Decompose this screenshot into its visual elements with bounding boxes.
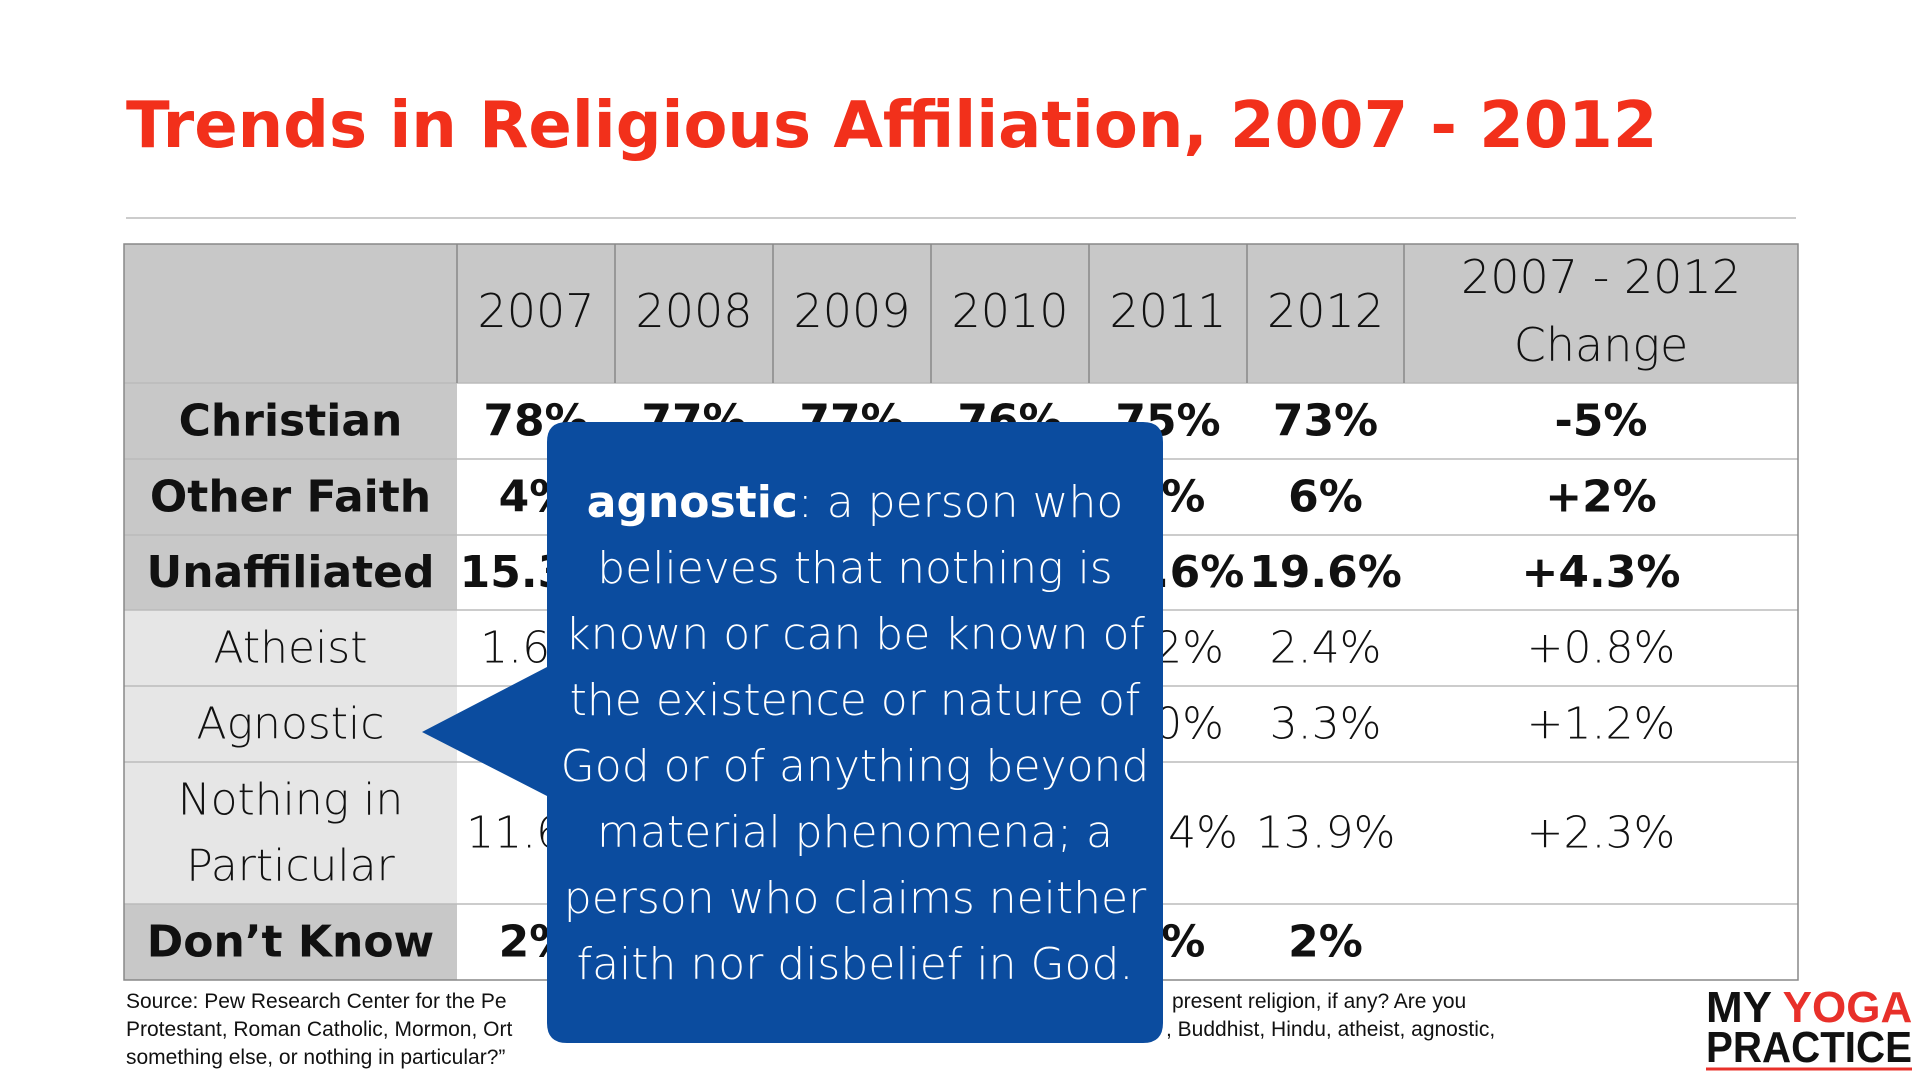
table-cell: +1.2%	[1527, 699, 1676, 750]
table-cell: 2%	[1288, 917, 1363, 968]
callout-line: believes that nothing is	[597, 543, 1112, 594]
table-cell: 13.9%	[1256, 808, 1396, 859]
row-label-bg	[124, 535, 457, 610]
table-cell: +2.3%	[1527, 808, 1676, 859]
column-header: 2007	[477, 284, 594, 338]
callout-text: material phenomena; a	[597, 807, 1113, 858]
table-cell: 2.4%	[1270, 623, 1382, 674]
column-header: 2008	[635, 284, 752, 338]
callout-text: faith nor disbelief in God.	[577, 939, 1134, 990]
row-label: Christian	[179, 396, 403, 447]
source-text: present religion, if any? Are you	[1172, 990, 1466, 1013]
logo-text: MY YOGA	[1706, 983, 1912, 1032]
source-text: Protestant, Roman Catholic, Mormon, Ort	[126, 1018, 512, 1041]
row-label-bg	[124, 762, 457, 904]
callout-text: the existence or nature of	[570, 675, 1141, 726]
row-label: Unaffiliated	[146, 547, 434, 598]
callout-line: material phenomena; a	[597, 807, 1113, 858]
callout-text: believes that nothing is	[597, 543, 1112, 594]
callout-text: person who claims neither	[564, 873, 1147, 924]
callout-line: : a person who	[798, 477, 1123, 528]
callout-line: the existence or nature of	[570, 675, 1141, 726]
source-text: , Buddhist, Hindu, atheist, agnostic,	[1166, 1018, 1495, 1041]
table-cell: 3.3%	[1270, 699, 1382, 750]
callout-term: agnostic	[587, 477, 798, 528]
source-note: Source: Pew Research Center for the Pe pr…	[126, 990, 1495, 1069]
column-header: 2007 - 2012	[1461, 250, 1741, 304]
table-cell: +0.8%	[1527, 623, 1676, 674]
callout-box	[422, 422, 1163, 1043]
column-header: 2009	[793, 284, 910, 338]
row-label-bg	[124, 904, 457, 980]
row-label: Atheist	[214, 623, 368, 674]
table-cell: 73%	[1273, 396, 1378, 447]
column-header: 2012	[1267, 284, 1384, 338]
header-bg	[124, 244, 1798, 383]
callout-line: God or of anything beyond	[561, 741, 1150, 792]
logo-yoga: YOGA	[1783, 983, 1913, 1032]
row-label: Other Faith	[150, 472, 431, 523]
row-label: Nothing in	[178, 775, 404, 826]
table-cell: +2%	[1545, 472, 1657, 523]
callout-text: known or can be known of	[565, 609, 1145, 660]
row-label: Particular	[186, 841, 395, 892]
callout: agnostic: a person who believes that noth…	[422, 422, 1163, 1043]
logo: MY YOGA PRACTICE	[1706, 983, 1912, 1072]
row-label: Don’t Know	[147, 917, 434, 968]
logo-text: PRACTICE	[1706, 1023, 1912, 1072]
callout-line: known or can be known of	[565, 609, 1145, 660]
callout-text: agnostic: a person who	[587, 477, 1124, 528]
callout-text: God or of anything beyond	[561, 741, 1150, 792]
row-label-bg	[124, 686, 457, 762]
table: 2007 2008 2009 2010 2011 2012 2007 - 2012 Chang…	[123, 243, 1799, 981]
column-header: 2010	[951, 284, 1068, 338]
slide-title: Trends in Religious Affiliation, 2007 - …	[126, 89, 1657, 163]
source-text: Source: Pew Research Center for the Pe	[126, 990, 507, 1013]
row-label-bg	[124, 610, 457, 686]
logo-my: MY	[1706, 983, 1772, 1032]
row-label-bg	[124, 383, 457, 459]
row-label: Agnostic	[197, 699, 385, 750]
table-cell: 6%	[1288, 472, 1363, 523]
source-text: something else, or nothing in particular…	[126, 1046, 505, 1069]
callout-line: person who claims neither	[564, 873, 1147, 924]
table-cell: -5%	[1555, 396, 1648, 447]
table-cell: +4.3%	[1522, 547, 1681, 598]
column-header: 2011	[1109, 284, 1226, 338]
row-label-bg	[124, 459, 457, 535]
callout-line: faith nor disbelief in God.	[577, 939, 1134, 990]
table-cell: 19.6%	[1249, 547, 1402, 598]
column-header: Change	[1514, 318, 1689, 372]
